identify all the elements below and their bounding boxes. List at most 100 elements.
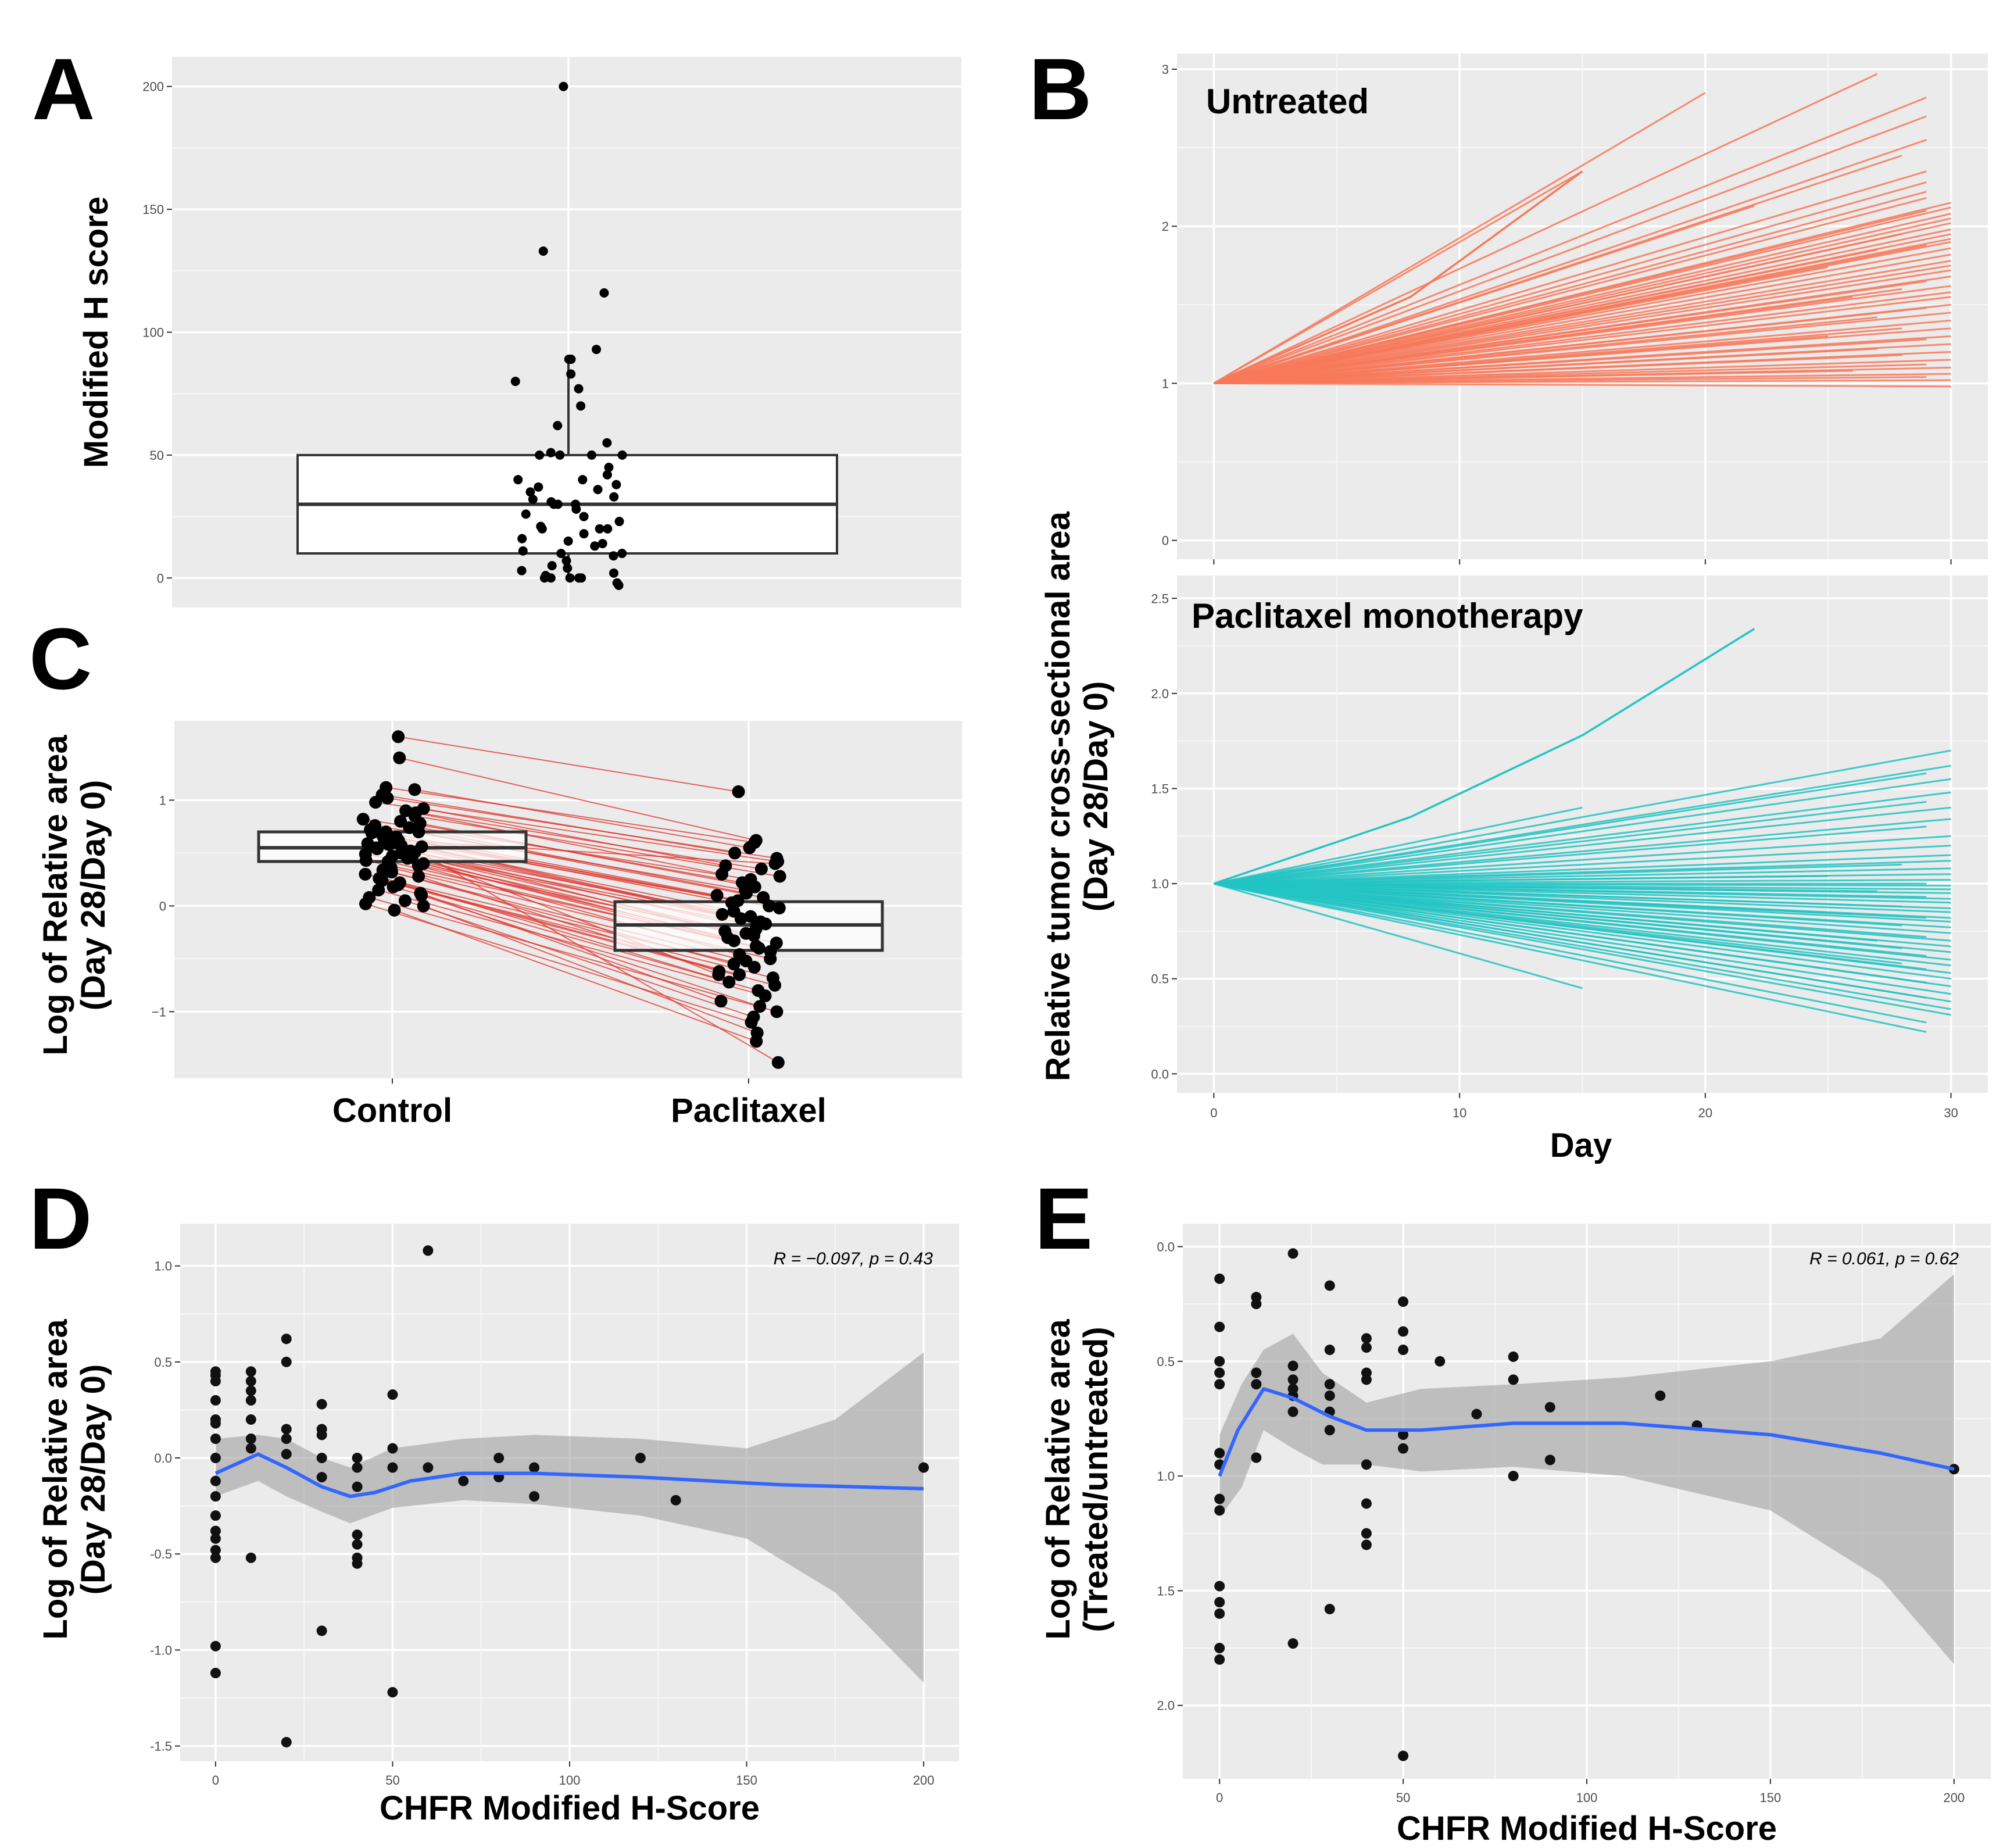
panel-b-facet1-ytick-label: 3 — [1162, 62, 1169, 77]
panel-c-point-paclitaxel — [744, 910, 757, 923]
panel-a-point — [547, 561, 557, 571]
panel-a-point — [513, 475, 523, 485]
panel-c-point-control — [359, 867, 372, 881]
panel-c-point-paclitaxel — [734, 912, 747, 925]
panel-b-facet2-series-line — [1214, 882, 1877, 892]
panel-a-point — [517, 534, 527, 544]
panel-a-point — [546, 573, 556, 583]
panel-b-facet1-series-line — [1213, 170, 1927, 384]
panel-c-point-control — [408, 783, 421, 796]
panel-b-facet1-series-line — [1214, 354, 1902, 384]
panel-d-ytick-label: 0.0 — [154, 1451, 172, 1465]
panel-d-point — [210, 1525, 221, 1536]
panel-d-point — [245, 1443, 256, 1454]
panel-c-point-paclitaxel — [716, 907, 729, 921]
panel-c-point-control — [398, 894, 412, 907]
panel-e-point — [1361, 1342, 1372, 1353]
panel-c-point-control — [412, 870, 425, 883]
panel-d-point — [493, 1453, 505, 1464]
panel-a-point — [579, 512, 589, 521]
panel-b-facet2-ytick-label: 0.5 — [1151, 972, 1169, 986]
panel-c-point-paclitaxel — [722, 975, 736, 989]
panel-b-facet2-series-line — [1214, 875, 1829, 885]
panel-b-facet2-series-line — [1214, 806, 1951, 885]
panel-b-facet2-series-line — [1214, 882, 1927, 938]
panel-b-facet2-series-line — [1214, 778, 1951, 885]
panel-c-point-control — [415, 889, 428, 902]
panel-e-point — [1508, 1374, 1519, 1385]
panel-d-point — [210, 1434, 221, 1444]
panel-b-facet2-series-line — [1214, 863, 1902, 885]
panel-b-facet1-series-line — [1214, 348, 1877, 384]
panel-a-ytick-label: 150 — [142, 202, 164, 217]
panel-e-xtick-label: 100 — [1576, 1790, 1598, 1805]
panel-d-point — [245, 1385, 256, 1396]
panel-d-point — [423, 1245, 434, 1256]
panel-a-point — [598, 539, 607, 549]
panel-a-point — [559, 81, 568, 91]
panel-c-point-control — [359, 854, 373, 867]
panel-a-point — [539, 573, 549, 583]
panel-d-point — [281, 1334, 292, 1345]
panel-d-point — [245, 1366, 256, 1377]
panel-b-facet2-series-line — [1214, 882, 1853, 915]
panel-d: 1.0 0.5 0.0 -0.5 -1.0 -1.5 0 50 100 150 200 R = −0.… — [29, 1170, 959, 1827]
panel-b-facet1-series-line — [1214, 209, 1927, 384]
panel-e-point — [1655, 1390, 1666, 1401]
panel-b-facet2-series-line — [1214, 882, 1902, 964]
panel-b-facet1-series-line — [1214, 197, 1927, 384]
panel-e-point — [1324, 1425, 1335, 1436]
panel-d-point — [210, 1545, 221, 1556]
panel-a-point — [592, 345, 602, 355]
panel-c-pair-line — [414, 789, 750, 849]
panel-c-point-paclitaxel — [771, 1056, 785, 1069]
panel-d-point — [352, 1539, 363, 1550]
panel-d-point — [210, 1375, 221, 1386]
panel-a-ylabel: Modified H score — [77, 196, 115, 468]
panel-d-point — [210, 1668, 221, 1679]
panel-d-point — [281, 1356, 292, 1367]
panel-b-facet1-series-line — [1214, 233, 1902, 384]
panel-c-point-paclitaxel — [715, 867, 728, 881]
panel-c-point-paclitaxel — [763, 899, 776, 913]
panel-a-point — [579, 529, 589, 539]
panel-a-point — [602, 470, 612, 480]
panel-c-pair-line — [387, 797, 777, 859]
panel-b-facet1-series-line — [1213, 92, 1706, 384]
panel-d-point — [387, 1687, 398, 1698]
panel-b: 0 1 2 3 Untreated 0.0 0.5 1.0 1.5 2.0 2.5 0 10 20 30 Pa… — [1029, 40, 1988, 1164]
panel-b-facet1-series-line — [1214, 249, 1878, 384]
panel-a-point — [510, 377, 520, 387]
panel-b-facet2-xtick-label: 10 — [1453, 1106, 1466, 1120]
panel-c-point-paclitaxel — [714, 995, 728, 1008]
panel-d-point — [245, 1414, 256, 1425]
panel-d-point — [210, 1552, 221, 1563]
panel-c-point-control — [392, 834, 405, 847]
panel-a-point — [609, 568, 618, 578]
panel-c-pair-line — [405, 900, 754, 1018]
panel-b-facet2-ytick-label: 2.0 — [1151, 687, 1169, 701]
panel-b-facet2-series-line — [1214, 845, 1951, 885]
panel-letter-b: B — [1029, 40, 1092, 138]
panel-c-point-control — [365, 826, 378, 839]
panel-c-point-paclitaxel — [768, 857, 782, 870]
panel-e-point — [1214, 1356, 1225, 1367]
panel-a-point — [574, 573, 584, 583]
panel-c-point-control — [417, 899, 430, 913]
panel-b-facet2-series-line — [1214, 800, 1927, 885]
panel-d-point — [387, 1462, 398, 1473]
panel-c-point-paclitaxel — [727, 957, 741, 971]
panel-b-ylabel-line1: Relative tumor cross-sectional area — [1039, 511, 1077, 1081]
panel-d-ylabel-line2: (Day 28/Day 0) — [74, 1364, 112, 1595]
panel-a-ytick-label: 50 — [150, 448, 164, 463]
panel-d-fit-line — [214, 1452, 924, 1499]
panel-a-point — [611, 480, 621, 489]
panel-e-point — [1287, 1360, 1298, 1371]
panel-a-point — [593, 485, 603, 495]
panel-b-facet2-series-line — [1214, 882, 1877, 942]
panel-e-point — [1214, 1367, 1225, 1378]
panel-e-point — [1214, 1643, 1225, 1654]
panel-c-point-control — [392, 730, 405, 744]
panel-c-point-control — [379, 825, 392, 839]
